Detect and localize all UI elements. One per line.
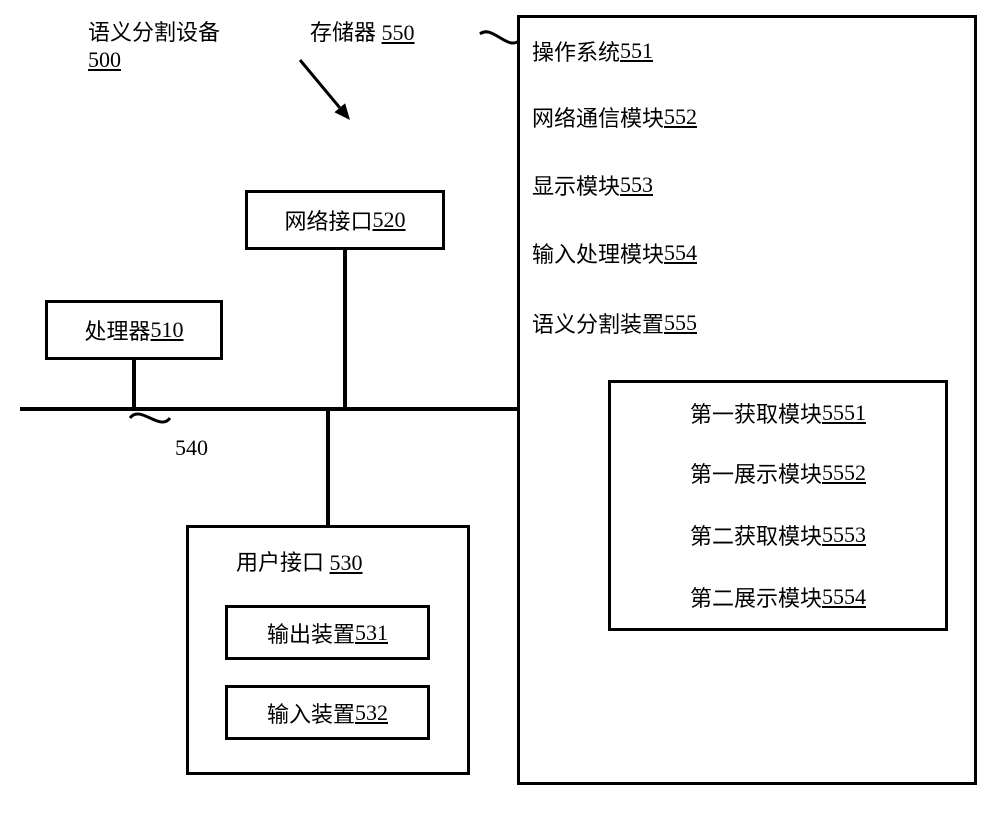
- processor-connector: [132, 360, 136, 407]
- bus-line: [20, 407, 517, 411]
- sub-module-2: 第二获取模块 5553: [608, 504, 948, 569]
- network-interface-box: 网络接口 520: [245, 190, 445, 250]
- memory-row-4: 语义分割装置 555: [517, 287, 977, 358]
- diagram-canvas: 语义分割设备500存储器 550540处理器 510网络接口 520用户接口 5…: [0, 0, 1000, 817]
- user-interface-label: 用户接口 530: [236, 545, 363, 577]
- sub-module-0: 第一获取模块 5551: [608, 380, 948, 445]
- memory-row-1: 网络通信模块 552: [517, 83, 977, 154]
- processor-box: 处理器 510: [45, 300, 223, 360]
- bus-tilde: [130, 400, 170, 430]
- memory-tilde: [480, 30, 520, 60]
- memory-row-0: 操作系统 551: [517, 15, 977, 86]
- input-device-box: 输入装置 532: [225, 685, 430, 740]
- network-connector: [343, 250, 347, 407]
- user-connector: [326, 411, 330, 525]
- memory-row-2: 显示模块 553: [517, 151, 977, 222]
- memory-row-3: 输入处理模块 554: [517, 219, 977, 290]
- sub-module-1: 第一展示模块 5552: [608, 442, 948, 507]
- bus-num-label: 540: [175, 435, 208, 461]
- sub-module-3: 第二展示模块 5554: [608, 566, 948, 631]
- output-device-box: 输出装置 531: [225, 605, 430, 660]
